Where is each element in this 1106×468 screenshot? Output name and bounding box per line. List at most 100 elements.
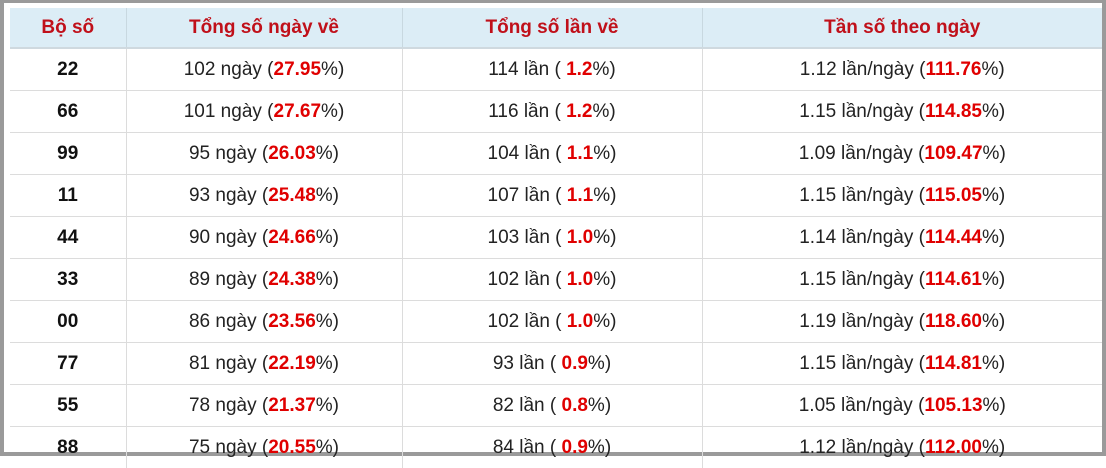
stat-cell: 93 ngày (25.48%) bbox=[126, 175, 402, 217]
stat-cell: 103 lần ( 1.0%) bbox=[402, 217, 702, 259]
cell-text: %) bbox=[316, 311, 339, 332]
cell-text: 1.14 lần/ngày ( bbox=[799, 227, 925, 248]
percent-value: 21.37 bbox=[268, 395, 316, 416]
stat-cell: 89 ngày (24.38%) bbox=[126, 259, 402, 301]
cell-text: 1.15 lần/ngày ( bbox=[799, 269, 925, 290]
cell-text: 86 ngày ( bbox=[189, 311, 268, 332]
cell-text: %) bbox=[321, 101, 344, 122]
header-cell: Tổng số lần về bbox=[402, 8, 702, 48]
cell-text: %) bbox=[316, 353, 339, 374]
key-cell: 88 bbox=[10, 427, 126, 468]
percent-value: 1.2 bbox=[566, 101, 592, 122]
header-cell: Tổng số ngày về bbox=[126, 8, 402, 48]
stat-cell: 114 lần ( 1.2%) bbox=[402, 48, 702, 91]
cell-text: 1.12 lần/ngày ( bbox=[800, 59, 926, 80]
percent-value: 1.1 bbox=[567, 143, 593, 164]
cell-text: %) bbox=[316, 143, 339, 164]
cell-text: 89 ngày ( bbox=[189, 269, 268, 290]
stat-cell: 104 lần ( 1.1%) bbox=[402, 133, 702, 175]
percent-value: 109.47 bbox=[924, 143, 982, 164]
percent-value: 1.0 bbox=[567, 269, 593, 290]
percent-value: 20.55 bbox=[268, 437, 316, 458]
cell-text: 75 ngày ( bbox=[189, 437, 268, 458]
key-cell: 99 bbox=[10, 133, 126, 175]
stat-cell: 75 ngày (20.55%) bbox=[126, 427, 402, 468]
percent-value: 1.0 bbox=[567, 227, 593, 248]
percent-value: 114.81 bbox=[925, 353, 982, 374]
stat-cell: 1.15 lần/ngày (114.61%) bbox=[702, 259, 1102, 301]
stat-cell: 90 ngày (24.66%) bbox=[126, 217, 402, 259]
stat-cell: 84 lần ( 0.9%) bbox=[402, 427, 702, 468]
stat-cell: 95 ngày (26.03%) bbox=[126, 133, 402, 175]
cell-text: %) bbox=[316, 227, 339, 248]
cell-text: %) bbox=[321, 59, 344, 80]
cell-text: 104 lần ( bbox=[488, 143, 567, 164]
stat-cell: 78 ngày (21.37%) bbox=[126, 385, 402, 427]
stat-cell: 116 lần ( 1.2%) bbox=[402, 91, 702, 133]
percent-value: 112.00 bbox=[925, 437, 982, 458]
cell-text: 1.05 lần/ngày ( bbox=[799, 395, 925, 416]
percent-value: 114.85 bbox=[925, 101, 982, 122]
cell-text: %) bbox=[593, 101, 616, 122]
key-cell: 77 bbox=[10, 343, 126, 385]
percent-value: 1.0 bbox=[567, 311, 593, 332]
cell-text: 84 lần ( bbox=[493, 437, 562, 458]
percent-value: 25.48 bbox=[268, 185, 316, 206]
cell-text: 1.15 lần/ngày ( bbox=[799, 101, 925, 122]
key-cell: 33 bbox=[10, 259, 126, 301]
stat-cell: 1.12 lần/ngày (111.76%) bbox=[702, 48, 1102, 91]
percent-value: 118.60 bbox=[925, 311, 982, 332]
stat-cell: 1.05 lần/ngày (105.13%) bbox=[702, 385, 1102, 427]
cell-text: 95 ngày ( bbox=[189, 143, 268, 164]
stat-cell: 1.15 lần/ngày (115.05%) bbox=[702, 175, 1102, 217]
cell-text: %) bbox=[593, 311, 616, 332]
stat-cell: 1.12 lần/ngày (112.00%) bbox=[702, 427, 1102, 468]
header-cell: Bộ số bbox=[10, 8, 126, 48]
cell-text: %) bbox=[983, 143, 1006, 164]
percent-value: 24.38 bbox=[268, 269, 316, 290]
key-cell: 66 bbox=[10, 91, 126, 133]
cell-text: 1.12 lần/ngày ( bbox=[799, 437, 925, 458]
percent-value: 1.2 bbox=[566, 59, 592, 80]
cell-text: 1.15 lần/ngày ( bbox=[799, 185, 925, 206]
cell-text: 103 lần ( bbox=[488, 227, 567, 248]
cell-text: 102 ngày ( bbox=[184, 59, 274, 80]
stat-cell: 81 ngày (22.19%) bbox=[126, 343, 402, 385]
cell-text: %) bbox=[982, 59, 1005, 80]
stat-cell: 1.15 lần/ngày (114.85%) bbox=[702, 91, 1102, 133]
stat-cell: 1.14 lần/ngày (114.44%) bbox=[702, 217, 1102, 259]
cell-text: %) bbox=[588, 353, 611, 374]
cell-text: 1.19 lần/ngày ( bbox=[799, 311, 925, 332]
cell-text: 102 lần ( bbox=[488, 311, 567, 332]
cell-text: %) bbox=[588, 395, 611, 416]
percent-value: 115.05 bbox=[925, 185, 982, 206]
cell-text: 78 ngày ( bbox=[189, 395, 268, 416]
cell-text: 107 lần ( bbox=[488, 185, 567, 206]
cell-text: %) bbox=[593, 59, 616, 80]
cell-text: 93 lần ( bbox=[493, 353, 562, 374]
cell-text: %) bbox=[982, 311, 1005, 332]
cell-text: %) bbox=[593, 143, 616, 164]
cell-text: 1.09 lần/ngày ( bbox=[799, 143, 925, 164]
cell-text: %) bbox=[316, 395, 339, 416]
percent-value: 105.13 bbox=[924, 395, 982, 416]
stat-cell: 101 ngày (27.67%) bbox=[126, 91, 402, 133]
percent-value: 1.1 bbox=[567, 185, 593, 206]
percent-value: 24.66 bbox=[268, 227, 316, 248]
stat-cell: 1.09 lần/ngày (109.47%) bbox=[702, 133, 1102, 175]
cell-text: %) bbox=[593, 185, 616, 206]
cell-text: %) bbox=[982, 353, 1005, 374]
cell-text: 82 lần ( bbox=[493, 395, 562, 416]
stat-cell: 82 lần ( 0.8%) bbox=[402, 385, 702, 427]
cell-text: 101 ngày ( bbox=[184, 101, 274, 122]
